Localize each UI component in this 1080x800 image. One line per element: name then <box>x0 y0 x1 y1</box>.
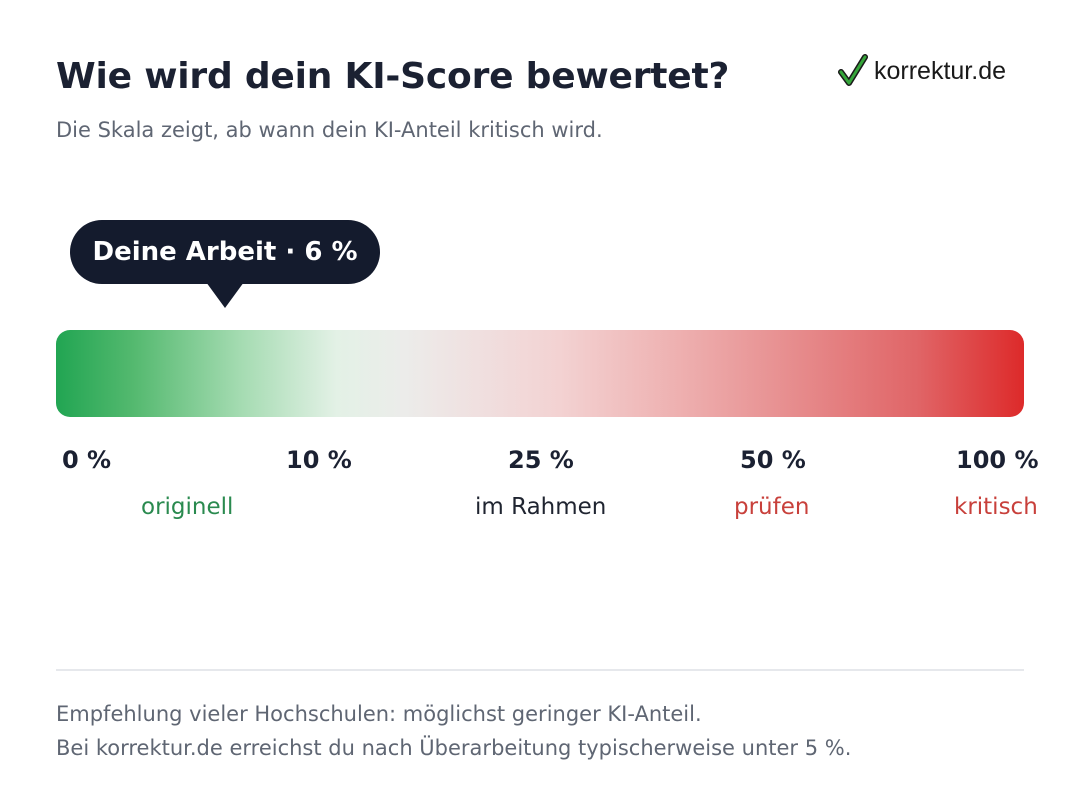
tick-label-50: 50 % <box>740 446 806 474</box>
checkmark-icon <box>838 54 868 88</box>
zone-label-originell: originell <box>141 494 234 520</box>
zone-label-kritisch: kritisch <box>954 494 1038 520</box>
page-subtitle: Die Skala zeigt, ab wann dein KI-Anteil … <box>56 118 603 142</box>
zone-label-pruefen: prüfen <box>734 494 810 520</box>
zone-label-im-rahmen: im Rahmen <box>475 494 607 520</box>
tick-label-25: 25 % <box>508 446 574 474</box>
tick-label-0: 0 % <box>62 446 112 474</box>
footer-divider <box>56 669 1024 671</box>
brand-logo-text: korrektur.de <box>874 56 1007 85</box>
brand-logo: korrektur.de <box>838 54 1006 88</box>
score-marker-pointer <box>206 282 244 308</box>
ki-score-scale-bar <box>56 330 1024 417</box>
footer-note-recommendation: Empfehlung vieler Hochschulen: möglichst… <box>56 702 702 726</box>
page-title: Wie wird dein KI-Score bewertet? <box>56 56 730 97</box>
tick-label-100: 100 % <box>956 446 1039 474</box>
footer-note-korrektur: Bei korrektur.de erreichst du nach Übera… <box>56 736 852 760</box>
tick-label-10: 10 % <box>286 446 352 474</box>
score-marker-tooltip: Deine Arbeit · 6 % <box>70 220 380 284</box>
